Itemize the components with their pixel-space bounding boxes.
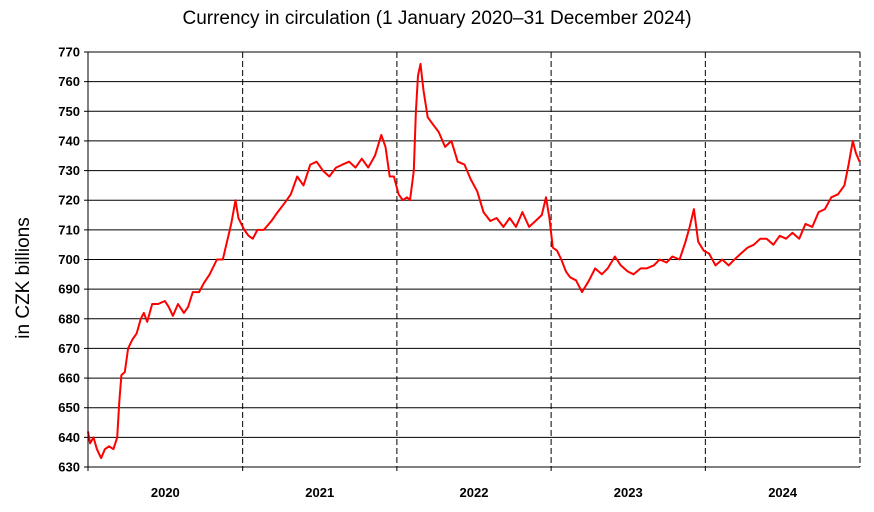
ticks-layer: 630 640 650 660 670 680 690 700 710 720 730 740 750 7… xyxy=(58,45,798,501)
y-tick-label: 720 xyxy=(58,193,80,208)
y-tick-label: 680 xyxy=(58,311,80,326)
y-tick-label: 650 xyxy=(58,400,80,415)
y-tick-label: 750 xyxy=(58,104,80,119)
y-tick-label: 760 xyxy=(58,74,80,89)
x-tick-label: 2020 xyxy=(151,485,180,500)
y-axis-title: in CZK billions xyxy=(13,217,34,338)
x-tick-label: 2021 xyxy=(305,485,334,500)
x-tick-label: 2024 xyxy=(768,485,798,500)
y-tick-label: 630 xyxy=(58,460,80,475)
series-line xyxy=(87,62,861,460)
y-tick-label: 770 xyxy=(58,45,80,60)
y-tick-label: 660 xyxy=(58,371,80,386)
x-tick-label: 2022 xyxy=(460,485,489,500)
grid-layer xyxy=(88,51,861,468)
y-tick-label: 640 xyxy=(58,430,80,445)
y-tick-label: 690 xyxy=(58,282,80,297)
x-tick-label: 2023 xyxy=(614,485,643,500)
y-tick-label: 670 xyxy=(58,341,80,356)
y-tick-label: 740 xyxy=(58,133,80,148)
axes-layer xyxy=(84,51,860,471)
chart-title: Currency in circulation (1 January 2020–… xyxy=(182,8,692,29)
y-tick-label: 710 xyxy=(58,222,80,237)
series-layer xyxy=(87,62,861,460)
y-tick-label: 730 xyxy=(58,163,80,178)
y-tick-label: 700 xyxy=(58,252,80,267)
